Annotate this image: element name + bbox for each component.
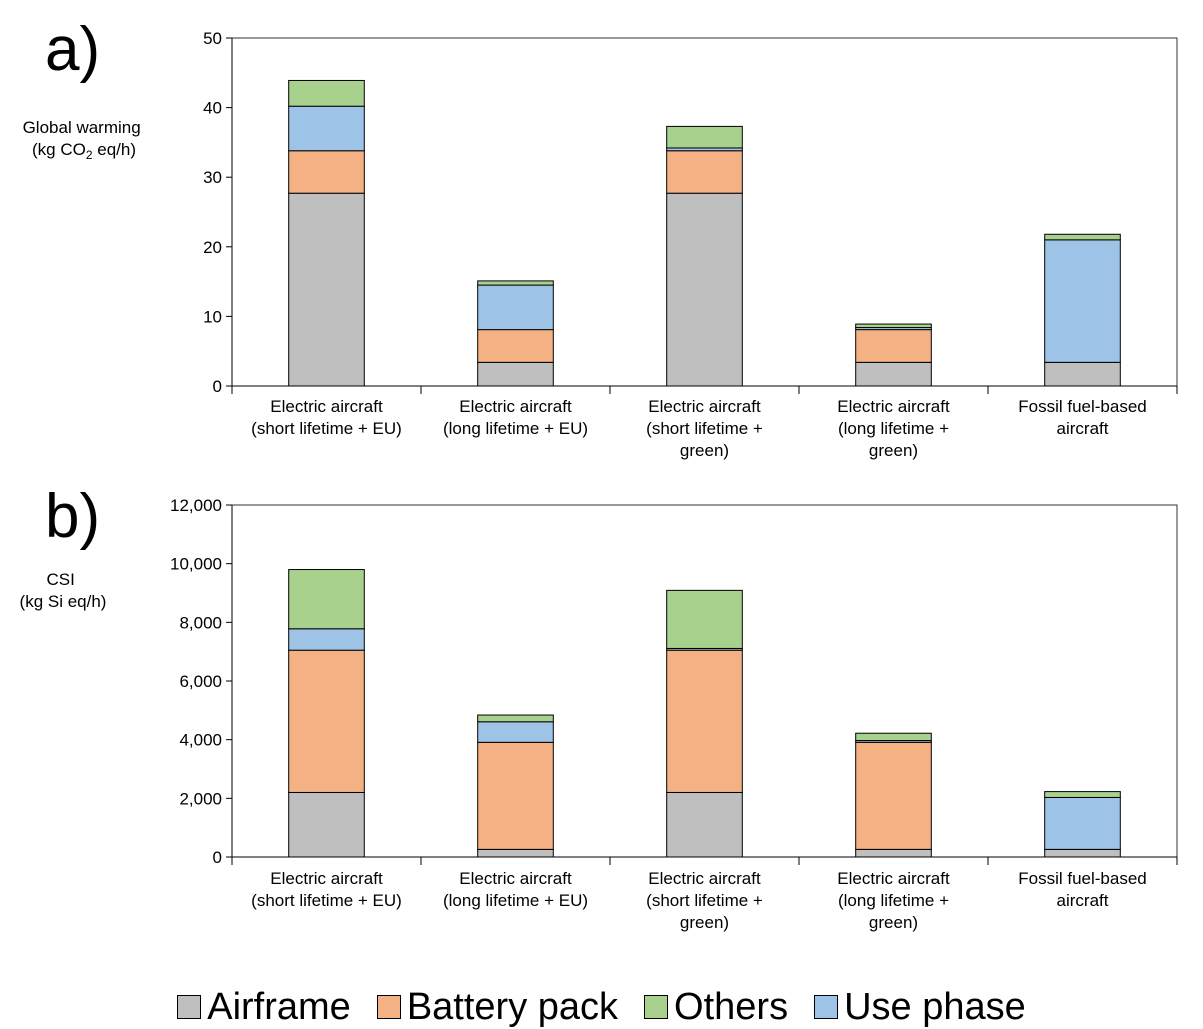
- x-tick-label-a: Electric aircraft (long lifetime + EU): [443, 397, 588, 438]
- x-tick-label-b: Electric aircraft (short lifetime + green): [646, 869, 763, 932]
- legend-swatch: [376, 995, 401, 1019]
- bar-segment-a-battery-pack: [666, 150, 743, 194]
- bar-segment-a-others: [1044, 233, 1121, 241]
- y-tick-label-a: 10: [203, 307, 222, 326]
- y-tick-label-a: 50: [203, 29, 222, 48]
- figure: a) Global warming (kg CO2 eq/h) 01020304…: [20, 15, 1178, 932]
- bar-segment-b-airframe: [1044, 848, 1121, 858]
- y-tick-label-a: 20: [203, 238, 222, 257]
- bar-segment-b-airframe: [288, 791, 365, 858]
- plot-area-a: 0 10 20 30 40 50 Electric aircraft (short lifet…: [203, 29, 1178, 460]
- y-axis-label-a-line2-pre: (kg CO: [32, 140, 86, 159]
- y-tick-label-a: 30: [203, 168, 222, 187]
- y-tick-label-b: 0: [213, 848, 222, 867]
- y-axis-label-a-line1: Global warming: [23, 118, 141, 137]
- legend-label: Use phase: [844, 986, 1026, 1028]
- bar-segment-b-others: [477, 714, 554, 723]
- bar-segment-b-battery-pack: [855, 741, 932, 850]
- legend-item-use-phase: Use phase: [814, 985, 1026, 1029]
- legend-swatch: [644, 995, 669, 1019]
- legend-label: Others: [674, 986, 789, 1028]
- x-tick-label-b: Electric aircraft (short lifetime + EU): [251, 869, 402, 910]
- bar-segment-b-others: [855, 732, 932, 742]
- y-tick-label-b: 12,000: [170, 496, 222, 515]
- bar-segment-a-others: [855, 323, 932, 329]
- bar-segment-b-use-phase: [477, 721, 554, 743]
- y-axis-label-a-line2-post: eq/h): [93, 140, 136, 159]
- legend-swatch: [177, 995, 202, 1019]
- bar-segment-b-battery-pack: [666, 649, 743, 793]
- bar-segment-a-use-phase: [477, 284, 554, 331]
- bar-segment-b-others: [288, 569, 365, 630]
- y-axis-label-b-line1: CSI: [46, 570, 74, 589]
- bar-segment-b-battery-pack: [288, 649, 365, 793]
- y-tick-label-b: 10,000: [170, 555, 222, 574]
- x-tick-label-b: Fossil fuel-based aircraft: [1018, 869, 1147, 910]
- bar-segment-a-battery-pack: [477, 329, 554, 363]
- bar-segment-a-airframe: [477, 361, 554, 387]
- bar-segment-b-others: [1044, 791, 1121, 798]
- legend-swatch: [814, 995, 839, 1019]
- bar-segment-a-battery-pack: [855, 329, 932, 363]
- panel-label-b: b): [45, 482, 100, 551]
- bar-segment-b-battery-pack: [477, 741, 554, 850]
- legend-label: Battery pack: [406, 986, 619, 1028]
- legend-label: Airframe: [207, 986, 351, 1028]
- y-tick-label-a: 40: [203, 99, 222, 118]
- bar-segment-a-battery-pack: [288, 150, 365, 194]
- bar-segment-b-airframe: [855, 848, 932, 858]
- x-tick-label-a: Electric aircraft (short lifetime + EU): [251, 397, 402, 438]
- y-tick-label-b: 8,000: [179, 613, 222, 632]
- bar-segment-a-others: [666, 125, 743, 149]
- bar-segment-a-airframe: [288, 192, 365, 387]
- bar-segment-b-use-phase: [288, 628, 365, 651]
- x-tick-label-a: Electric aircraft (short lifetime + green): [646, 397, 763, 460]
- legend-item-airframe: Airframe: [177, 985, 351, 1029]
- bar-segment-a-use-phase: [1044, 239, 1121, 363]
- y-axis-label-a: Global warming (kg CO2 eq/h): [23, 118, 146, 162]
- y-tick-label-b: 6,000: [179, 672, 222, 691]
- bar-segment-a-use-phase: [288, 105, 365, 152]
- panel-label-a: a): [45, 15, 100, 84]
- bar-segment-b-airframe: [477, 848, 554, 858]
- bar-segment-a-airframe: [855, 361, 932, 387]
- x-tick-label-a: Electric aircraft (long lifetime + green): [837, 397, 950, 460]
- bar-segment-a-others: [288, 79, 365, 107]
- y-axis-label-b: CSI (kg Si eq/h): [20, 570, 107, 611]
- bar-segment-a-airframe: [1044, 361, 1121, 387]
- x-tick-label-b: Electric aircraft (long lifetime + EU): [443, 869, 588, 910]
- bar-segment-b-airframe: [666, 791, 743, 858]
- legend-item-others: Others: [644, 985, 788, 1029]
- legend: Airframe Battery pack Others Use phase: [0, 985, 1203, 1029]
- y-tick-label-b: 2,000: [179, 789, 222, 808]
- y-axis-label-a-line2-sub: 2: [86, 148, 93, 162]
- x-tick-label-b: Electric aircraft (long lifetime + green): [837, 869, 950, 932]
- y-tick-label-b: 4,000: [179, 731, 222, 750]
- y-tick-label-a: 0: [213, 377, 222, 396]
- bar-segment-a-airframe: [666, 192, 743, 387]
- bar-segment-b-others: [666, 589, 743, 649]
- bar-segment-b-use-phase: [1044, 796, 1121, 850]
- plot-area-b: 0 2,000 4,000 6,000 8,000 10,000 12,000 Electri…: [170, 496, 1178, 932]
- y-axis-label-b-line2: (kg Si eq/h): [20, 592, 107, 611]
- legend-item-battery-pack: Battery pack: [376, 985, 619, 1029]
- bar-segment-a-others: [477, 280, 554, 286]
- x-tick-label-a: Fossil fuel-based aircraft: [1018, 397, 1147, 438]
